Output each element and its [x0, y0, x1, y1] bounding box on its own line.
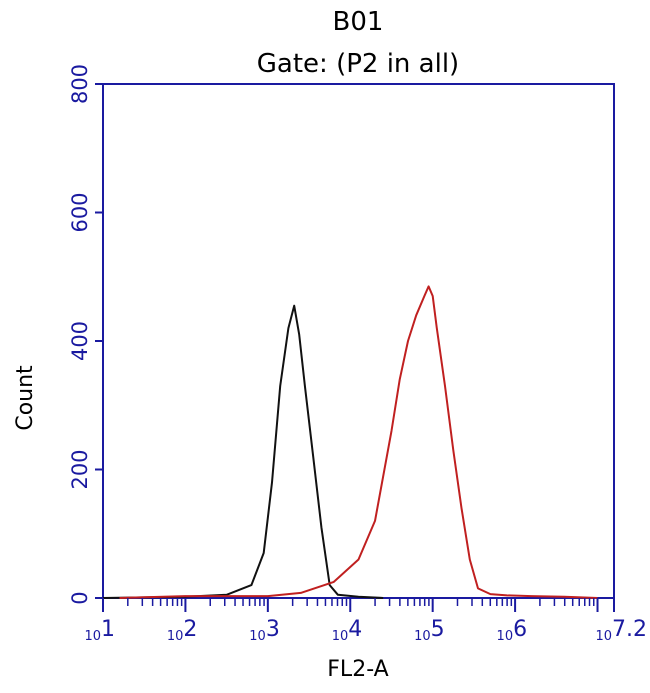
y-tick-label: 600: [68, 192, 92, 232]
x-tick-label: 10 1: [84, 617, 115, 644]
series-layer: [102, 285, 598, 599]
x-tick-exponent: 5: [431, 617, 445, 642]
x-tick-label: 10 4: [332, 617, 363, 644]
x-tick-label: 10 3: [249, 617, 280, 644]
x-tick-base: 10: [595, 629, 612, 644]
chart-subtitle: Gate: (P2 in all): [257, 49, 459, 79]
x-tick-exponent: 7.2: [612, 617, 647, 642]
x-tick-exponent: 1: [101, 617, 115, 642]
x-tick-label: 10 5: [414, 617, 445, 644]
x-axis-label: FL2-A: [327, 657, 388, 682]
x-tick-label: 10 2: [167, 617, 198, 644]
x-tick-base: 10: [414, 629, 431, 644]
x-tick-exponent: 3: [266, 617, 280, 642]
y-tick-label: 0: [68, 591, 92, 604]
series-line-1: [102, 304, 384, 599]
y-tick-label: 400: [68, 321, 92, 361]
y-axis-label: Count: [13, 365, 38, 431]
x-tick-base: 10: [167, 629, 184, 644]
x-axis-ticks: 10 1 10 2 10 3 10 4 10 5 10 6 10 7.2: [84, 598, 647, 644]
y-axis-ticks: 0 200 400 600 800: [68, 64, 103, 605]
x-tick-base: 10: [84, 629, 101, 644]
x-tick-base: 10: [497, 629, 514, 644]
x-tick-exponent: 2: [183, 617, 197, 642]
x-tick-exponent: 4: [348, 617, 362, 642]
x-tick-base: 10: [332, 629, 349, 644]
x-tick-exponent: 6: [513, 617, 527, 642]
chart-title: B01: [333, 7, 384, 37]
y-tick-label: 200: [68, 449, 92, 489]
plot-area-frame: [102, 83, 615, 599]
x-tick-base: 10: [249, 629, 266, 644]
x-tick-label: 10 6: [497, 617, 528, 644]
y-tick-label: 800: [68, 64, 92, 104]
series-line-2: [119, 285, 598, 599]
x-tick-label: 10 7.2: [595, 617, 647, 644]
